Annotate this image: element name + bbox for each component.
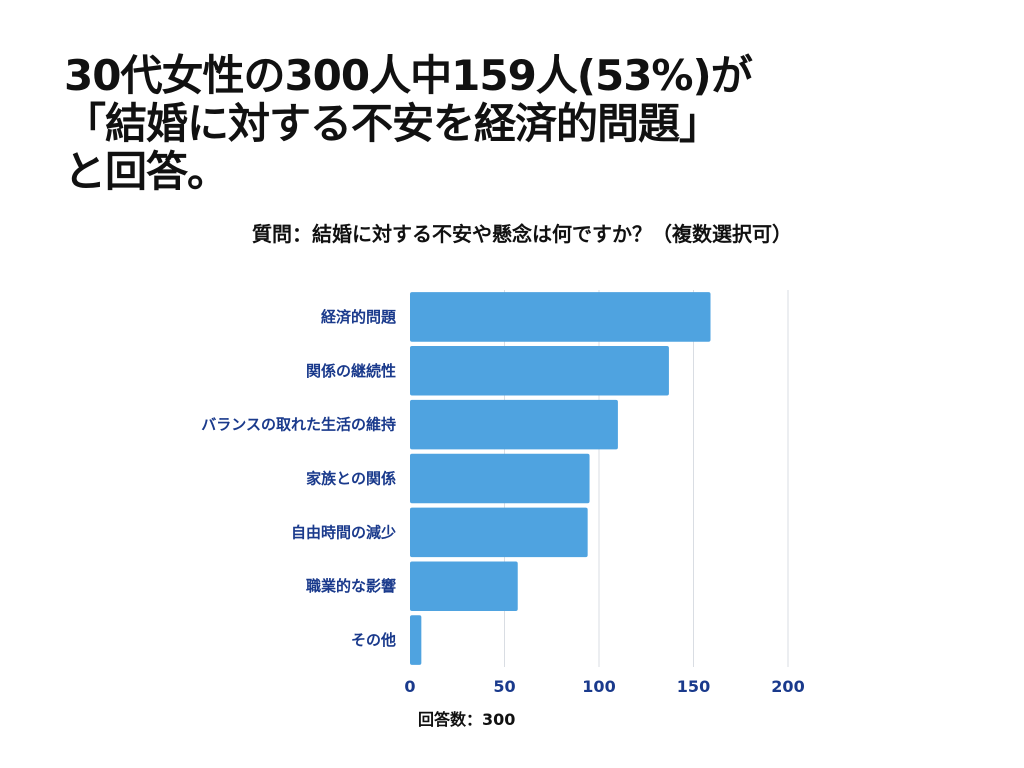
bar-5 xyxy=(410,561,518,611)
category-label-0: 経済的問題 xyxy=(321,308,397,326)
bar-2 xyxy=(410,399,618,450)
x-tick-label-200: 200 xyxy=(771,677,804,696)
x-axis-label: 回答数：300 xyxy=(418,710,516,729)
x-tick-label-0: 0 xyxy=(404,677,415,696)
category-label-1: 関係の継続性 xyxy=(306,362,396,380)
bar-3 xyxy=(410,453,590,504)
category-label-5: 職業的な影響 xyxy=(306,577,396,595)
category-label-3: 家族との関係 xyxy=(306,470,396,488)
category-label-2: バランスの取れた生活の維持 xyxy=(201,416,396,434)
headline-line-2: 「結婚に対する不安を経済的問題」 xyxy=(64,99,721,148)
headline: 30代女性の300人中159人(53%)が 「結婚に対する不安を経済的問題」 と… xyxy=(64,52,964,196)
category-label-6: その他 xyxy=(351,631,396,649)
category-labels: 経済的問題関係の継続性バランスの取れた生活の維持家族との関係自由時間の減少職業的… xyxy=(201,308,397,649)
x-tick-label-100: 100 xyxy=(582,677,615,696)
bar-6 xyxy=(410,615,422,665)
bar-1 xyxy=(410,346,669,396)
headline-line-3: と回答。 xyxy=(64,147,229,196)
bar-4 xyxy=(410,507,588,558)
x-tick-label-50: 50 xyxy=(493,677,515,696)
question-text: 質問：結婚に対する不安や懸念は何ですか？（複数選択可） xyxy=(252,222,792,246)
category-label-4: 自由時間の減少 xyxy=(291,523,396,541)
x-axis-ticks: 0 50 100 150 200 xyxy=(404,677,804,696)
bars xyxy=(410,292,711,665)
bar-0 xyxy=(410,292,711,342)
headline-line-1: 30代女性の300人中159人(53%)が xyxy=(64,51,753,100)
x-tick-label-150: 150 xyxy=(677,677,710,696)
